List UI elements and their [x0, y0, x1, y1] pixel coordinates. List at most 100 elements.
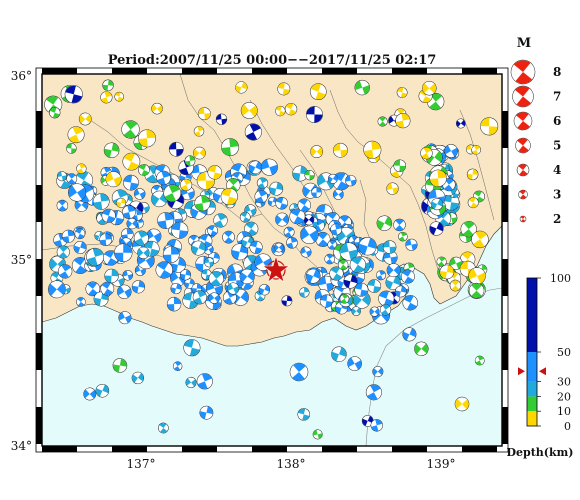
earthquake-mechanism	[121, 120, 140, 139]
magnitude-scale-mechanism	[513, 111, 533, 131]
earthquake-mechanism	[240, 102, 258, 119]
earthquake-mechanism	[300, 246, 312, 258]
earthquake-mechanism	[305, 268, 321, 284]
earthquake-mechanism	[361, 415, 374, 427]
mainshock-star	[262, 254, 290, 283]
earthquake-mechanism	[151, 190, 168, 208]
earthquake-mechanism	[105, 171, 122, 188]
magnitude-legend-title: M	[517, 36, 531, 51]
earthquake-mechanism	[138, 129, 156, 148]
earthquake-mechanism	[339, 242, 358, 261]
earthquake-mechanism	[386, 263, 401, 278]
earthquake-mechanism	[429, 221, 444, 236]
depth-marker-left-icon	[518, 367, 525, 376]
earthquake-mechanism	[378, 290, 395, 307]
earthquake-mechanism	[215, 113, 228, 125]
earthquake-mechanism	[123, 174, 139, 191]
earthquake-mechanism	[180, 178, 193, 191]
earthquake-mechanism	[330, 223, 343, 236]
earthquake-mechanism	[47, 280, 66, 299]
earthquake-mechanism	[331, 346, 347, 362]
earthquake-mechanism	[460, 221, 477, 238]
land-area	[42, 74, 502, 347]
earthquake-mechanism	[379, 304, 392, 316]
magnitude-scale-label: 3	[553, 188, 561, 202]
magnitude-scale-label: 8	[553, 65, 561, 79]
earthquake-mechanism	[468, 282, 485, 299]
earthquake-mechanism	[275, 105, 286, 117]
earthquake-mechanism	[345, 175, 357, 187]
earthquake-mechanism	[444, 144, 458, 158]
earthquake-mechanism	[151, 102, 163, 115]
earthquake-mechanism	[166, 296, 182, 312]
earthquake-mechanism	[155, 261, 173, 279]
magnitude-scale-mechanism	[516, 163, 530, 177]
earthquake-mechanism	[138, 164, 150, 176]
earthquake-mechanism	[354, 282, 369, 297]
earthquake-mechanism	[471, 145, 481, 155]
earthquake-mechanism	[414, 341, 429, 356]
depth-scale-label: 100	[550, 272, 571, 285]
earthquake-mechanism	[168, 141, 184, 157]
earthquake-mechanism	[204, 257, 215, 268]
earthquake-mechanism	[118, 311, 132, 325]
earthquake-mechanism	[76, 297, 86, 307]
earthquake-mechanism	[480, 117, 499, 136]
earthquake-mechanism	[221, 138, 240, 157]
earthquake-mechanism	[333, 142, 348, 158]
earthquake-mechanism	[227, 282, 240, 295]
earthquake-mechanism	[193, 146, 206, 160]
earthquake-mechanism	[191, 240, 206, 256]
earthquake-mechanism	[57, 264, 73, 279]
earthquake-mechanism	[474, 355, 485, 366]
earthquake-mechanism	[311, 187, 322, 198]
depth-scale-label: 10	[557, 405, 571, 418]
depth-color-band	[527, 396, 537, 412]
earthquake-mechanism	[122, 205, 136, 219]
earthquake-mechanism	[454, 396, 470, 412]
earthquake-mechanism	[324, 253, 335, 265]
earthquake-mechanism	[183, 339, 201, 357]
magnitude-scale-mechanism	[512, 85, 534, 108]
earthquake-mechanism	[439, 264, 455, 280]
earthquake-mechanism	[93, 291, 109, 307]
earthquake-mechanism	[67, 183, 87, 202]
earthquake-mechanism	[365, 384, 382, 401]
earthquake-mechanism	[231, 243, 249, 261]
earthquake-mechanism	[300, 225, 319, 244]
earthquake-mechanism	[351, 306, 361, 316]
earthquake-mechanism	[327, 173, 338, 184]
map-body	[42, 74, 502, 446]
earthquake-mechanism	[358, 237, 377, 256]
earthquake-mechanism	[318, 275, 335, 292]
earthquake-mechanism	[393, 159, 407, 173]
depth-color-band	[527, 352, 537, 382]
earthquake-mechanism	[170, 282, 182, 295]
earthquake-mechanism	[162, 246, 180, 263]
earthquake-mechanism	[101, 208, 116, 223]
earthquake-mechanism	[71, 257, 89, 274]
earthquake-mechanism	[349, 256, 366, 273]
earthquake-mechanism	[402, 295, 418, 311]
depth-color-band	[527, 411, 537, 426]
depth-color-band	[527, 381, 537, 397]
earthquake-mechanism	[337, 259, 349, 271]
earthquake-mechanism	[222, 230, 235, 244]
earthquake-mechanism	[405, 238, 418, 251]
earthquake-mechanism	[112, 358, 128, 373]
earthquake-mechanism	[196, 373, 213, 390]
earthquake-mechanism	[157, 212, 175, 230]
depth-scale-label: 0	[564, 420, 571, 433]
earthquake-mechanism	[66, 143, 77, 154]
earthquake-mechanism	[292, 165, 309, 182]
earthquake-mechanism	[269, 181, 284, 196]
earthquake-mechanism	[347, 356, 362, 371]
earthquake-mechanism	[393, 218, 406, 232]
earthquake-mechanism	[256, 177, 269, 189]
earthquake-mechanism	[394, 285, 407, 298]
earthquake-mechanism	[56, 245, 70, 259]
earthquake-mechanism	[163, 184, 182, 202]
earthquake-mechanism	[194, 195, 211, 212]
earthquake-mechanism	[319, 294, 334, 308]
earthquake-mechanism	[156, 170, 171, 186]
